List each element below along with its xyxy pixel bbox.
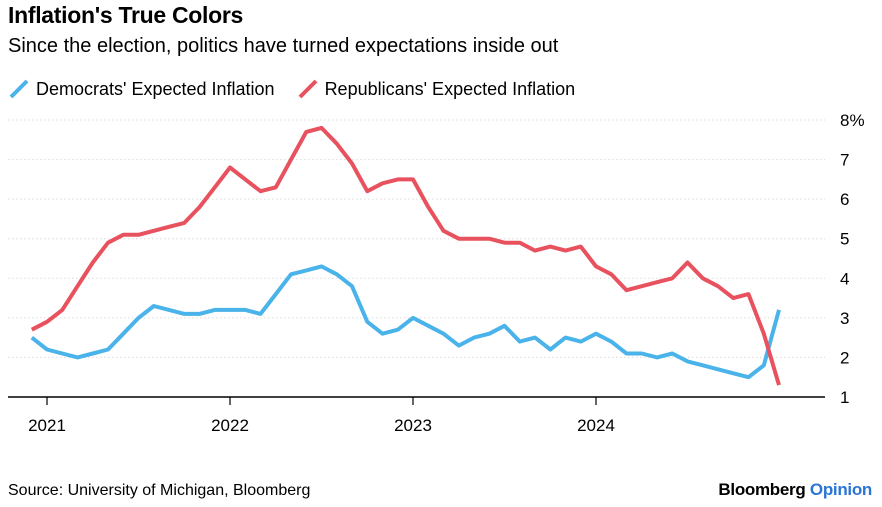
series-line-republicans [30, 125, 781, 386]
x-tick-label: 2021 [28, 416, 66, 435]
legend-item-democrats: Democrats' Expected Inflation [8, 78, 275, 100]
brand-suffix: Opinion [809, 480, 872, 499]
y-tick-label: 4 [840, 269, 849, 288]
y-tick-label: 6 [840, 190, 849, 209]
x-tick-label: 2024 [577, 416, 615, 435]
legend-item-republicans: Republicans' Expected Inflation [297, 78, 576, 100]
legend: Democrats' Expected Inflation Republican… [8, 78, 597, 100]
legend-swatch-democrats [9, 79, 29, 99]
legend-swatch-republicans [298, 79, 317, 99]
line-chart: 1 2 3 4 5 6 7 8% 2021 2022 2023 2024 [8, 111, 865, 435]
x-tick-label: 2023 [394, 416, 432, 435]
x-tick-label: 2022 [211, 416, 249, 435]
y-tick-label: 5 [840, 230, 849, 249]
brand-logo: Bloomberg Opinion [718, 480, 872, 500]
y-tick-label: 2 [840, 348, 849, 367]
legend-label-republicans: Republicans' Expected Inflation [324, 78, 576, 99]
y-tick-label: 7 [840, 151, 849, 170]
y-tick-label: 1 [840, 388, 849, 407]
chart-subtitle: Since the election, politics have turned… [8, 35, 559, 57]
chart-title: Inflation's True Colors [8, 2, 243, 28]
series-line-democrats [30, 264, 781, 380]
brand-name: Bloomberg [718, 480, 806, 499]
y-tick-label: 8% [840, 111, 865, 130]
y-tick-label: 3 [840, 309, 849, 328]
source-note: Source: University of Michigan, Bloomber… [8, 482, 311, 499]
legend-label-democrats: Democrats' Expected Inflation [36, 78, 275, 99]
